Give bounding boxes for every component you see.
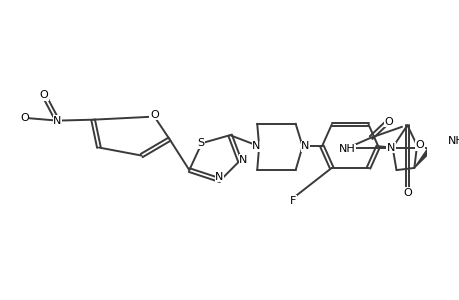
Text: O: O [402,188,411,198]
Text: S: S [197,138,204,148]
Polygon shape [414,147,431,168]
Text: O: O [150,110,158,120]
Text: N: N [215,172,223,182]
Text: N: N [301,141,309,151]
Text: N: N [386,142,394,152]
Text: O: O [384,116,392,127]
Text: O: O [414,140,423,150]
Text: O: O [20,113,29,123]
Text: O: O [39,90,48,100]
Text: N: N [53,116,62,126]
Text: N: N [252,141,260,151]
Text: NH: NH [338,144,355,154]
Text: NH: NH [447,136,459,146]
Text: F: F [290,196,296,206]
Text: N: N [239,155,247,165]
